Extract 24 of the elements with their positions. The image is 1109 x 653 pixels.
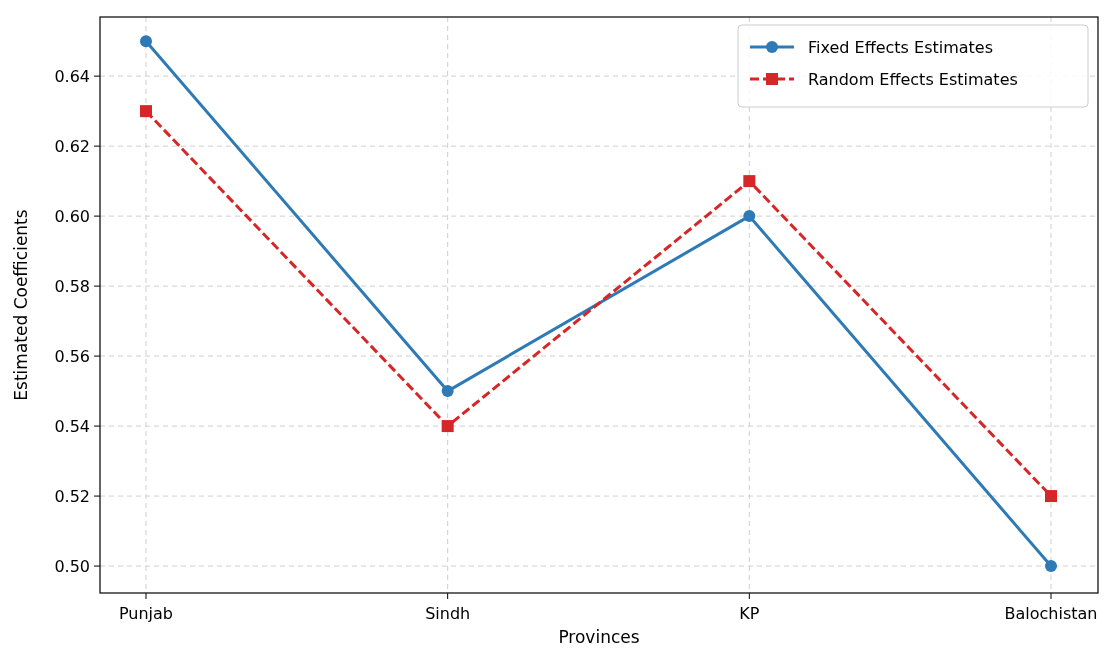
x-tick-label: KP	[739, 604, 760, 623]
x-axis-title: Provinces	[558, 627, 640, 647]
point	[743, 175, 756, 188]
point	[1045, 560, 1057, 573]
x-tick-label: Balochistan	[1004, 604, 1098, 623]
legend-label: Random Effects Estimates	[808, 69, 1018, 89]
y-tick-label: 0.58	[54, 276, 90, 296]
y-tick-label: 0.54	[54, 416, 90, 436]
point	[140, 35, 152, 48]
point	[441, 385, 454, 398]
point	[441, 420, 454, 433]
legend-label: Fixed Effects Estimates	[808, 37, 994, 57]
y-tick-label: 0.50	[54, 556, 90, 576]
point	[743, 210, 756, 223]
y-tick-label: 0.52	[54, 486, 90, 506]
x-tick-label: Sindh	[425, 604, 471, 623]
y-tick-label: 0.62	[54, 136, 90, 156]
y-axis-title: Estimated Coefficients	[11, 209, 31, 401]
x-tick-label: Punjab	[118, 604, 174, 623]
point	[1045, 490, 1057, 503]
y-tick-label: 0.56	[54, 346, 90, 366]
y-tick-label: 0.60	[54, 206, 90, 226]
y-tick-label: 0.64	[54, 66, 90, 86]
point	[140, 105, 152, 118]
